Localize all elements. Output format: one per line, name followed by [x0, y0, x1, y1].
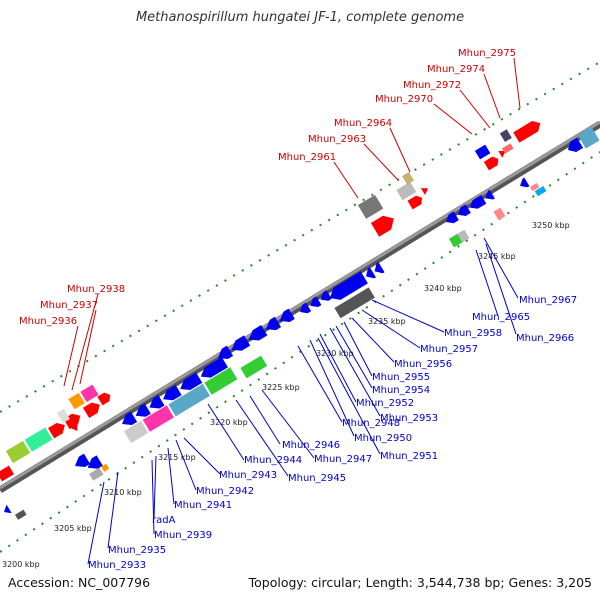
- ruler-tick: 3230 kbp: [316, 349, 354, 358]
- page-title: Methanospirillum hungatei JF-1, complete…: [135, 10, 465, 25]
- gene-label: Mhun_2961: [278, 152, 336, 163]
- gene-label: Mhun_2958: [444, 328, 502, 339]
- forward-gene-label-text: Mhun_2975 Mhun_2974 Mhun_2972 Mhun_2970 …: [19, 48, 516, 327]
- forward-gene-labels: [63, 57, 521, 391]
- ruler-tick: 3215 kbp: [158, 453, 196, 462]
- genome-backbone: [0, 120, 600, 493]
- ruler-tick: 3200 kbp: [2, 560, 40, 569]
- gene-label: Mhun_2956: [394, 359, 452, 370]
- outer-forward-track: [0, 61, 600, 413]
- reverse-gene-labels: [87, 237, 519, 565]
- ruler-tick: 3210 kbp: [104, 488, 142, 497]
- gene-label: Mhun_2953: [380, 413, 438, 424]
- gene-label: radA: [152, 515, 176, 526]
- gene-label: Mhun_2936: [19, 316, 77, 327]
- genome-summary-text: Topology: circular; Length: 3,544,738 bp…: [248, 575, 592, 590]
- gene-label: Mhun_2965: [472, 312, 530, 323]
- forward-genes: [0, 121, 600, 482]
- gene-label: Mhun_2946: [282, 440, 340, 451]
- gene-label: Mhun_2938: [67, 284, 125, 295]
- gene-label: Mhun_2945: [288, 473, 346, 484]
- ruler-tick: 3245 kbp: [478, 252, 516, 261]
- gene-label: Mhun_2947: [314, 454, 372, 465]
- gene-label: Mhun_2970: [375, 94, 433, 105]
- gene-label: Mhun_2972: [403, 80, 461, 91]
- coordinate-ruler: 3200 kbp 3205 kbp 3210 kbp 3215 kbp 3220…: [2, 221, 570, 569]
- gene-label: Mhun_2966: [516, 333, 574, 344]
- gene-label: Mhun_2948: [342, 418, 400, 429]
- ruler-tick: 3205 kbp: [54, 524, 92, 533]
- ruler-tick: 3225 kbp: [262, 383, 300, 392]
- gene-label: Mhun_2950: [354, 433, 412, 444]
- ruler-tick: 3240 kbp: [424, 284, 462, 293]
- gene-label: Mhun_2975: [458, 48, 516, 59]
- gene-label: Mhun_2944: [244, 455, 302, 466]
- outer-reverse-track: [0, 151, 600, 553]
- gene-label: Mhun_2939: [154, 530, 212, 541]
- gene-label: Mhun_2964: [334, 118, 392, 129]
- gene-label: Mhun_2935: [108, 545, 166, 556]
- gene-label: Mhun_2933: [88, 560, 146, 571]
- ruler-tick: 3220 kbp: [210, 418, 248, 427]
- gene-label: Mhun_2963: [308, 134, 366, 145]
- gene-label: Mhun_2974: [427, 64, 485, 75]
- gene-label: Mhun_2955: [372, 372, 430, 383]
- reverse-gene-label-text: Mhun_2967 Mhun_2965 Mhun_2966 Mhun_2958 …: [88, 295, 577, 571]
- gene-label: Mhun_2952: [356, 398, 414, 409]
- gene-label: Mhun_2942: [196, 486, 254, 497]
- accession-text: Accession: NC_007796: [8, 575, 151, 590]
- gene-label: Mhun_2957: [420, 344, 478, 355]
- gene-label: Mhun_2941: [174, 500, 232, 511]
- ruler-tick: 3250 kbp: [532, 221, 570, 230]
- gene-label: Mhun_2951: [380, 451, 438, 462]
- ruler-tick: 3235 kbp: [368, 317, 406, 326]
- gene-label: Mhun_2937: [40, 300, 98, 311]
- gene-label: Mhun_2943: [219, 470, 277, 481]
- gene-label: Mhun_2967: [519, 295, 577, 306]
- gene-label: Mhun_2954: [372, 385, 430, 396]
- reverse-genes: [4, 177, 547, 520]
